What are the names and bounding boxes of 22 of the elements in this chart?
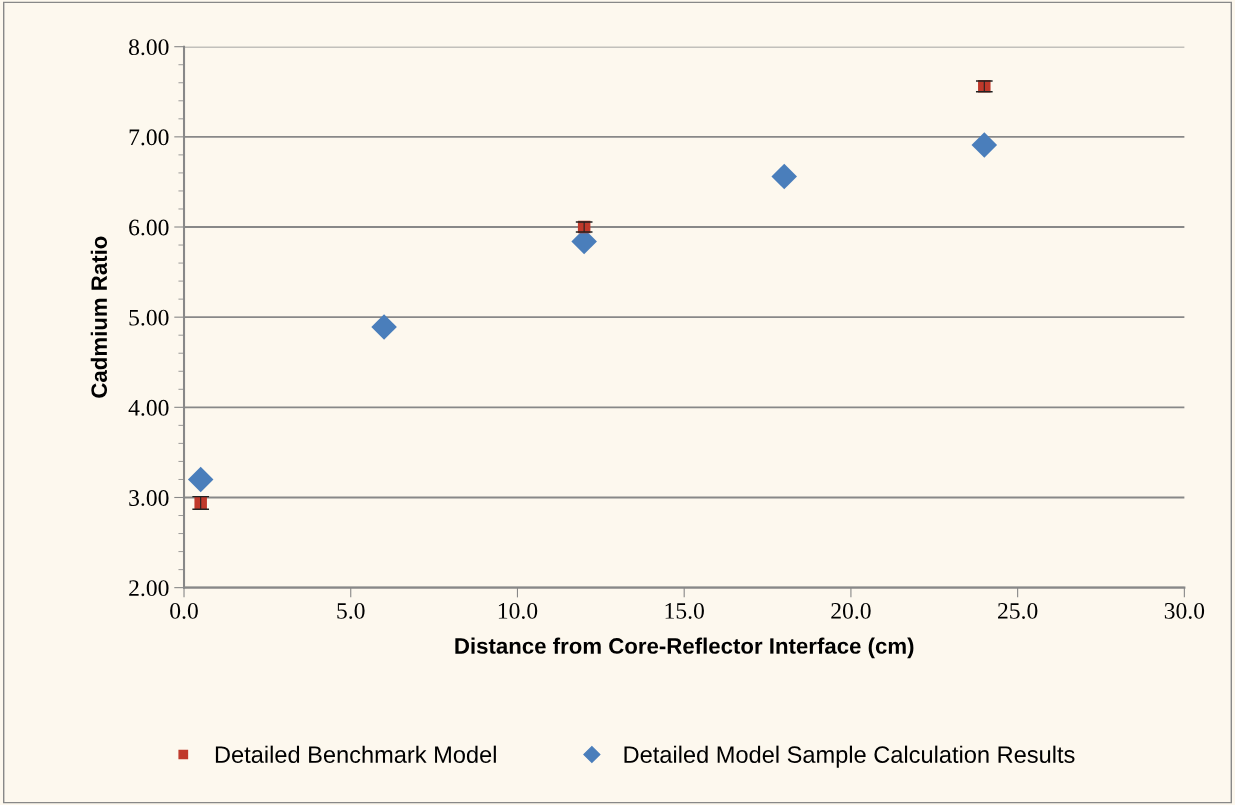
y-tick-label: 6.00: [129, 219, 169, 236]
x-tick-label: 25.0: [998, 602, 1038, 619]
point: [187, 466, 214, 493]
y-tick-label: 3.00: [129, 489, 169, 507]
legend-label: Detailed Benchmark Model: [215, 745, 496, 763]
point: [971, 132, 998, 158]
x-tick-label: 0.0: [170, 602, 198, 619]
y-tick-label: 8.00: [129, 39, 169, 56]
point: [371, 314, 397, 340]
x-tick-label: 20.0: [831, 602, 871, 619]
y-tick-label: 4.00: [128, 399, 169, 416]
x-tick-label: 5.0: [337, 602, 365, 619]
x-tick-label: 15.0: [665, 602, 704, 619]
y-tick-label: 2.00: [129, 580, 169, 597]
x-tick-label: 30.0: [1164, 602, 1205, 619]
y-axis-title: Cadmium Ratio: [90, 236, 108, 398]
x-axis-title: Distance from Core-Reflector Interface (cm): [455, 637, 914, 659]
x-tick-label: 10.0: [498, 602, 538, 619]
point: [771, 163, 797, 190]
legend-label: Detailed Model Sample Calculation Results: [624, 745, 1075, 768]
y-tick-label: 5.00: [129, 309, 169, 326]
y-tick-label: 7.00: [129, 129, 169, 146]
